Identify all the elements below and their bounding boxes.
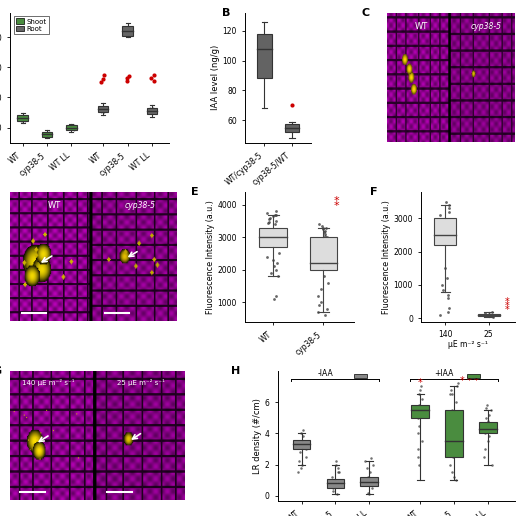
Bar bbox=[98, 106, 108, 112]
Bar bbox=[354, 374, 367, 378]
Y-axis label: LR density (#/cm): LR density (#/cm) bbox=[253, 398, 262, 474]
Text: C: C bbox=[361, 8, 370, 18]
Text: *: * bbox=[333, 201, 339, 212]
Bar bbox=[479, 423, 497, 433]
Bar bbox=[360, 477, 378, 487]
Text: F: F bbox=[370, 187, 378, 197]
Text: G: G bbox=[0, 366, 2, 376]
Bar bbox=[257, 34, 271, 78]
Text: *: * bbox=[418, 378, 422, 388]
Text: B: B bbox=[223, 8, 231, 18]
Bar bbox=[284, 124, 299, 132]
Bar bbox=[411, 405, 429, 418]
Text: H: H bbox=[230, 366, 240, 376]
Text: *: * bbox=[505, 297, 510, 307]
Text: 25 μE m⁻² s⁻¹: 25 μE m⁻² s⁻¹ bbox=[117, 379, 165, 386]
Text: *: * bbox=[467, 377, 472, 386]
Bar bbox=[327, 479, 344, 488]
Bar bbox=[123, 26, 133, 36]
Bar bbox=[309, 237, 337, 270]
Text: *: * bbox=[505, 304, 510, 315]
Text: -IAA: -IAA bbox=[317, 369, 333, 378]
Text: E: E bbox=[191, 187, 199, 197]
Text: WT: WT bbox=[48, 201, 61, 209]
Text: *: * bbox=[505, 301, 510, 311]
Bar bbox=[467, 374, 480, 378]
Y-axis label: IAA level (ng/g): IAA level (ng/g) bbox=[211, 45, 220, 110]
Legend: Shoot, Root: Shoot, Root bbox=[14, 17, 48, 34]
Bar bbox=[147, 108, 157, 114]
Bar bbox=[434, 218, 456, 245]
Text: *: * bbox=[474, 377, 478, 386]
Bar bbox=[445, 410, 463, 457]
Text: *: * bbox=[460, 377, 465, 386]
Text: *: * bbox=[333, 197, 339, 206]
Bar bbox=[42, 132, 52, 137]
Y-axis label: Fluorescence Intensity (a.u.): Fluorescence Intensity (a.u.) bbox=[206, 200, 215, 314]
Text: +IAA: +IAA bbox=[434, 369, 453, 378]
Bar bbox=[293, 440, 310, 449]
Text: cyp38-5: cyp38-5 bbox=[124, 201, 155, 209]
Text: WT: WT bbox=[414, 22, 427, 31]
Bar bbox=[67, 125, 76, 130]
Bar bbox=[259, 228, 287, 247]
Bar bbox=[18, 116, 28, 121]
Y-axis label: Fluorescence Intensity (a.u.): Fluorescence Intensity (a.u.) bbox=[382, 200, 391, 314]
Bar bbox=[478, 314, 500, 316]
X-axis label: μE m⁻² s⁻¹: μE m⁻² s⁻¹ bbox=[448, 340, 488, 349]
Text: cyp38-5: cyp38-5 bbox=[471, 22, 502, 31]
Text: 140 μE m⁻² s⁻¹: 140 μE m⁻² s⁻¹ bbox=[22, 379, 74, 386]
